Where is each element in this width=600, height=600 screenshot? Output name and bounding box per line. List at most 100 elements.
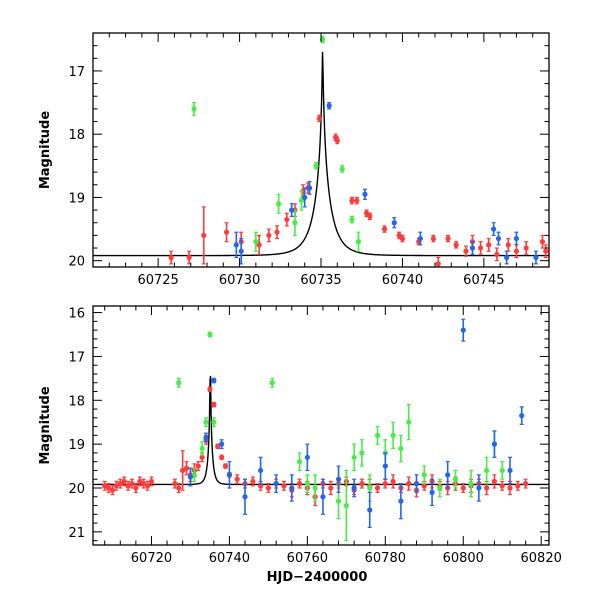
- data-point: [284, 216, 290, 223]
- data-point: [445, 472, 451, 478]
- model-curve: [93, 375, 549, 486]
- data-point: [133, 485, 139, 491]
- data-point: [381, 226, 388, 232]
- data-point: [233, 242, 239, 248]
- series-2: [233, 101, 539, 265]
- data-point: [452, 476, 459, 482]
- data-point: [256, 242, 262, 248]
- data-point: [219, 441, 225, 447]
- data-point: [238, 248, 244, 254]
- data-point: [334, 137, 340, 144]
- data-point: [391, 220, 397, 226]
- x-tick-label: 60740: [209, 551, 250, 566]
- data-point: [349, 216, 355, 223]
- data-point: [362, 191, 368, 197]
- x-tick-label: 60745: [463, 273, 504, 288]
- data-point: [478, 245, 484, 251]
- data-point: [406, 481, 412, 487]
- data-point: [207, 386, 213, 392]
- data-point: [269, 380, 275, 386]
- data-point: [354, 197, 360, 204]
- data-point: [328, 485, 334, 491]
- data-point: [141, 481, 147, 487]
- data-point: [429, 489, 435, 495]
- data-point: [102, 483, 108, 489]
- data-point: [211, 377, 217, 384]
- data-point: [109, 487, 116, 493]
- data-point: [203, 419, 209, 425]
- data-point: [203, 434, 209, 441]
- y-tick-label: 16: [68, 307, 85, 322]
- data-point: [274, 229, 280, 235]
- series-2: [187, 318, 525, 529]
- data-point: [367, 213, 373, 220]
- y-tick-label: 20: [68, 482, 85, 497]
- data-point: [289, 207, 295, 213]
- data-point: [507, 485, 513, 491]
- data-point: [396, 232, 402, 238]
- data-point: [469, 245, 476, 251]
- data-point: [494, 251, 500, 257]
- data-point: [316, 115, 322, 121]
- x-tick-label: 60800: [443, 551, 484, 566]
- data-point: [335, 498, 342, 504]
- data-point: [335, 476, 342, 482]
- data-point: [313, 163, 319, 169]
- x-tick-label: 60725: [137, 273, 178, 288]
- data-point: [351, 485, 357, 491]
- y-tick-label: 19: [68, 191, 85, 206]
- plot-area: [93, 35, 549, 267]
- data-point: [476, 485, 482, 491]
- data-point: [296, 459, 303, 465]
- data-point: [199, 454, 205, 460]
- data-point: [302, 194, 308, 201]
- data-point: [355, 239, 362, 245]
- data-point: [484, 485, 490, 491]
- y-tick-label: 17: [68, 350, 85, 365]
- data-point: [507, 467, 513, 474]
- data-point: [266, 232, 272, 238]
- x-tick-label: 60740: [382, 273, 423, 288]
- data-point: [250, 478, 256, 485]
- data-point: [242, 494, 248, 500]
- data-point: [176, 380, 182, 386]
- data-point: [499, 467, 505, 474]
- data-point: [180, 467, 186, 474]
- x-tick-label: 60730: [219, 273, 260, 288]
- data-point: [364, 210, 370, 216]
- data-point: [421, 472, 427, 478]
- bottom-panel: 60720 60740 60760 60780 60800 60820 16 17 18 19 20…: [38, 305, 562, 585]
- axes-frame: [92, 32, 550, 268]
- data-point: [523, 481, 529, 487]
- data-point: [191, 106, 197, 112]
- data-point: [445, 235, 451, 242]
- data-point: [460, 485, 466, 491]
- data-point: [312, 485, 318, 491]
- x-tick-label: 60820: [521, 551, 562, 566]
- data-point: [513, 248, 520, 254]
- data-point: [523, 245, 529, 251]
- data-point: [499, 483, 505, 489]
- data-point: [226, 472, 233, 478]
- data-point: [453, 242, 459, 248]
- data-point: [398, 498, 404, 504]
- series-1: [176, 331, 505, 542]
- data-point: [398, 445, 404, 452]
- data-point: [129, 481, 135, 487]
- data-point: [176, 485, 182, 491]
- data-point: [207, 331, 213, 338]
- y-tick-label: 20: [68, 255, 85, 270]
- data-point: [515, 483, 521, 489]
- data-point: [105, 485, 112, 491]
- data-point: [191, 472, 197, 478]
- data-point: [307, 185, 313, 191]
- data-point: [359, 481, 365, 487]
- data-point: [484, 467, 490, 474]
- data-point: [539, 239, 546, 245]
- data-point: [195, 463, 201, 469]
- data-point: [486, 242, 492, 248]
- data-point: [491, 441, 498, 447]
- data-point: [399, 235, 406, 242]
- y-tick-label: 17: [68, 65, 85, 80]
